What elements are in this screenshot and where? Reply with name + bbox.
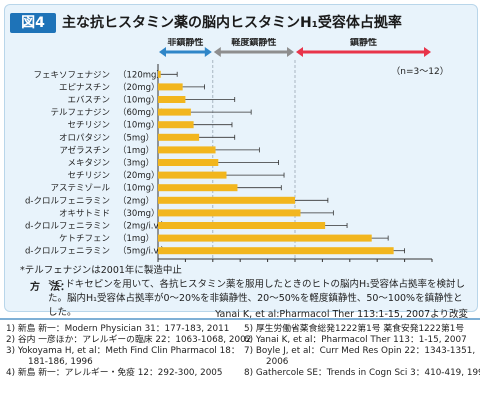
region-label: 軽度鎮静性 bbox=[231, 38, 276, 48]
reference-item: 2) 谷内 一彦ほか：アレルギーの臨床 22：1063-1068, 2002 bbox=[6, 335, 252, 345]
bar bbox=[158, 184, 238, 192]
region-arrow-head-left bbox=[213, 47, 221, 57]
bar bbox=[158, 96, 186, 103]
category-label: d-クロルフェニラミン bbox=[25, 196, 110, 206]
bar bbox=[158, 247, 394, 255]
region-arrow-head-right bbox=[287, 47, 294, 57]
reference-item: 3) Yokoyama H, et al：Meth Find Clin Phar… bbox=[6, 346, 240, 356]
title-bar: 図4 主な抗ヒスタミン薬の脳内ヒスタミンH₁受容体占拠率 bbox=[4, 4, 476, 34]
category-dose-label: （3mg） bbox=[118, 158, 154, 169]
region-arrow-head-left bbox=[296, 47, 303, 57]
bar bbox=[158, 196, 295, 204]
category-label: d-クロルフェニラミン bbox=[25, 247, 110, 257]
category-label: アゼラスチン bbox=[59, 145, 110, 156]
category-dose-label: （2mg） bbox=[118, 195, 154, 206]
region-arrow-head-right bbox=[204, 47, 212, 57]
reference-item: 2006 bbox=[266, 357, 289, 367]
region-label: 鎮静性 bbox=[350, 38, 377, 48]
reference-item: 181-186, 1996 bbox=[28, 357, 93, 367]
figure-panel bbox=[4, 4, 478, 312]
reference-item: 1) 新島 新一：Modern Physician 31：177-183, 20… bbox=[6, 324, 230, 334]
method-text: ¹¹C ドキセピンを用いて、各抗ヒスタミン薬を服用したときのヒトの脳内H₁受容体… bbox=[48, 279, 465, 318]
footnote: *テルフェナジンは2001年に製造中止 bbox=[20, 265, 182, 276]
category-dose-label: （1mg） bbox=[118, 233, 154, 244]
category-dose-label: （60mg）* bbox=[118, 107, 164, 118]
region-label: 非鎮静性 bbox=[167, 38, 203, 48]
bar bbox=[158, 70, 161, 78]
region-arrow-head-right bbox=[424, 47, 431, 57]
bar bbox=[158, 133, 200, 141]
references: 1) 新島 新一：Modern Physician 31：177-183, 20… bbox=[0, 318, 480, 409]
category-dose-label: （20mg） bbox=[118, 82, 160, 93]
chart: 非鎮静性 軽度鎮静性 鎮静性 （n=3〜12） フェキソフェナジン （120mg） エピナス… bbox=[25, 38, 449, 262]
category-label: オロパタジン bbox=[59, 133, 110, 143]
reference-item: 6) Yanai K, et al：Pharmacol Ther 113：1-1… bbox=[244, 335, 467, 345]
method-label: 方 法： bbox=[30, 282, 70, 293]
reference-item: 7) Boyle J, et al：Curr Med Res Opin 22：1… bbox=[244, 346, 476, 356]
reference-item: 5) 厚生労働省薬食総発1222第1号 薬食安発1222第1号 bbox=[244, 324, 465, 334]
category-dose-label: （1mg） bbox=[118, 145, 154, 156]
category-dose-label: （5mg） bbox=[118, 132, 154, 143]
category-label: フェキソフェナジン bbox=[33, 70, 110, 80]
category-label: エピナスチン bbox=[59, 83, 110, 93]
figure-badge: 図4 bbox=[10, 13, 56, 33]
category-label: アステミゾール bbox=[50, 184, 110, 194]
category-label: セチリジン bbox=[67, 171, 110, 181]
category-label: d-クロルフェニラミン bbox=[25, 222, 110, 232]
category-dose-label: （10mg） bbox=[118, 183, 160, 194]
category-label: エバスチン bbox=[67, 96, 110, 106]
figure-title: 主な抗ヒスタミン薬の脳内ヒスタミンH₁受容体占拠率 bbox=[62, 15, 402, 31]
category-dose-label: （10mg） bbox=[118, 95, 160, 106]
category-label: オキサトミド bbox=[59, 209, 110, 219]
category-dose-label: （120mg） bbox=[118, 69, 165, 80]
reference-item: 8) Gathercole SE：Trends in Cogn Sci 3：41… bbox=[244, 368, 480, 378]
references-left: 1) 新島 新一：Modern Physician 31：177-183, 20… bbox=[6, 324, 252, 379]
bar bbox=[158, 234, 372, 242]
reference-item: 4) 新島 新一：アレルギー・免疫 12：292-300, 2005 bbox=[6, 368, 223, 378]
category-dose-label: （30mg） bbox=[118, 208, 160, 219]
chart-annotation: （n=3〜12） bbox=[391, 66, 448, 77]
category-dose-label: （2mg/i.v.） bbox=[118, 221, 169, 232]
category-dose-label: （10mg） bbox=[118, 120, 160, 131]
bar bbox=[158, 209, 301, 217]
source-citation: Yanai K, et al:Pharmacol Ther 113:1-15, … bbox=[215, 309, 468, 320]
category-label: メキタジン bbox=[67, 159, 110, 169]
category-dose-label: （20mg） bbox=[118, 170, 160, 181]
bar bbox=[158, 83, 183, 91]
bar bbox=[158, 146, 216, 154]
region-arrow-head-left bbox=[159, 47, 166, 57]
bar bbox=[158, 222, 326, 229]
category-label: セチリジン bbox=[67, 121, 110, 131]
category-label: ケトチフェン bbox=[59, 234, 110, 244]
bar bbox=[158, 159, 219, 166]
bar bbox=[158, 171, 227, 179]
bar bbox=[158, 121, 194, 129]
references-right: 5) 厚生労働省薬食総発1222第1号 薬食安発1222第1号 6) Yanai … bbox=[244, 324, 480, 379]
bar bbox=[158, 108, 191, 116]
category-label: テルフェナジン bbox=[50, 108, 110, 118]
category-dose-label: （5mg/i.v.） bbox=[118, 246, 169, 257]
